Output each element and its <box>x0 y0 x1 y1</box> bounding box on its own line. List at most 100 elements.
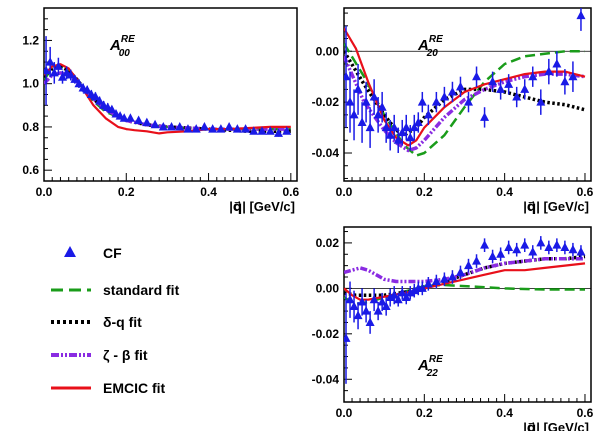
legend-marker-cf <box>64 246 76 257</box>
cf-point <box>361 306 371 315</box>
cf-point <box>389 122 399 132</box>
legend-label-standard: standard fit <box>103 282 180 298</box>
cf-point <box>455 267 465 276</box>
cf-point <box>373 306 383 315</box>
cf-point <box>49 67 59 77</box>
cf-point <box>389 290 399 299</box>
cf-point <box>544 242 554 251</box>
cf-point <box>520 240 530 249</box>
panel-label: ARE 20 <box>417 34 443 59</box>
cf-point <box>576 247 586 256</box>
cf-point <box>397 287 407 297</box>
cf-point <box>257 126 267 135</box>
cf-points <box>344 236 586 384</box>
cf-point <box>480 112 490 121</box>
legend: CF standard fit δ-q fit ζ - β fit EMCIC … <box>51 245 180 396</box>
cf-point <box>74 78 84 88</box>
cf-point <box>134 115 144 124</box>
x-axis-title: |q⃗| [GeV/c] <box>523 420 589 431</box>
cf-point <box>369 294 379 304</box>
cf-point <box>353 84 363 93</box>
cf-point <box>82 85 92 94</box>
cf-point <box>66 70 76 79</box>
cf-point <box>199 121 209 131</box>
cf-point <box>365 122 375 132</box>
cf-points <box>344 8 586 154</box>
legend-item-deltaq: δ-q fit <box>51 314 142 330</box>
cf-point <box>528 71 538 81</box>
cf-point <box>568 71 578 81</box>
plot-frame <box>43 7 298 182</box>
plot-frame <box>343 226 592 403</box>
cf-point <box>393 294 403 304</box>
cf-point <box>142 117 152 127</box>
cf-point <box>249 126 259 135</box>
cf-point <box>349 301 359 311</box>
cf-point <box>560 76 570 86</box>
cf-point <box>544 66 554 76</box>
cf-point <box>568 244 578 254</box>
cf-point <box>439 274 449 283</box>
x-tick-label: 0.2 <box>416 406 433 420</box>
x-tick-label: 0.2 <box>118 185 135 199</box>
y-tick-label: 0.02 <box>316 236 340 250</box>
cf-point <box>373 109 383 119</box>
cf-point <box>265 126 275 135</box>
y-tick-label: -0.04 <box>312 146 340 160</box>
cf-point <box>107 104 117 114</box>
cf-point <box>369 92 379 101</box>
fit-curves <box>44 63 291 135</box>
cf-point <box>224 121 234 131</box>
cf-point <box>119 113 129 122</box>
cf-point <box>417 283 427 292</box>
legend-label-cf: CF <box>103 245 122 261</box>
cf-point <box>472 256 482 265</box>
cf-point <box>232 124 242 133</box>
cf-point <box>409 285 419 295</box>
cf-point <box>393 135 403 144</box>
cf-point <box>447 272 457 281</box>
fit-curves <box>344 27 586 157</box>
cf-point <box>480 240 490 249</box>
cf-point <box>282 126 292 135</box>
cf-point <box>216 124 226 133</box>
x-tick-label: 0.4 <box>496 185 513 199</box>
cf-point <box>560 242 570 251</box>
cf-point <box>496 249 506 258</box>
curve-deltaq <box>44 64 291 134</box>
cf-point <box>536 237 546 247</box>
curve-deltaq <box>344 50 586 137</box>
legend-item-standard: standard fit <box>51 282 180 298</box>
cf-point <box>183 124 193 133</box>
x-tick-label: 0.2 <box>416 185 433 199</box>
cf-point <box>58 72 68 81</box>
cf-point <box>273 128 283 137</box>
cf-point <box>381 301 391 311</box>
cf-point <box>576 10 586 20</box>
curve-emcic <box>44 63 291 135</box>
plot-frame <box>343 7 592 182</box>
x-tick-label: 0.4 <box>496 406 513 420</box>
fit-curves <box>344 254 586 306</box>
cf-point <box>405 132 415 142</box>
legend-item-emcic: EMCIC fit <box>51 380 166 396</box>
panel-a00: 0.0 0.2 0.4 0.6 0.6 0.8 1.0 1.2 |q⃗| [GeV/c] ARE 0… <box>22 7 299 214</box>
cf-point <box>377 297 387 306</box>
cf-point <box>365 317 375 326</box>
legend-label-deltaq: δ-q fit <box>103 314 142 330</box>
cf-point <box>361 97 371 106</box>
y-tick-label: 0.00 <box>316 281 340 295</box>
cf-point <box>464 260 474 270</box>
y-tick-label: 1.0 <box>22 77 39 91</box>
x-tick-label: 0.0 <box>36 185 53 199</box>
curve-zetabeta <box>344 257 585 284</box>
cf-point <box>344 333 351 342</box>
panel-label: ARE 00 <box>109 34 135 59</box>
cf-point <box>439 92 449 101</box>
curve-standard <box>344 42 585 157</box>
y-tick-label: -0.04 <box>312 372 340 386</box>
y-tick-label: -0.02 <box>312 327 340 341</box>
x-tick-label: 0.4 <box>200 185 217 199</box>
cf-point <box>504 242 514 251</box>
